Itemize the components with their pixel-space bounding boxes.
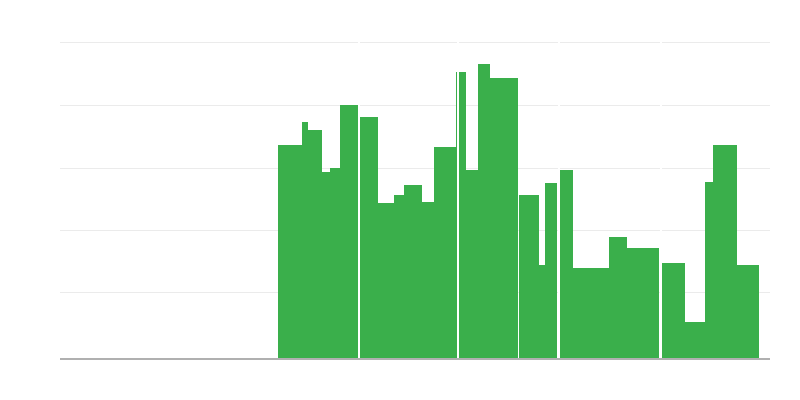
bar[interactable]: [308, 130, 322, 358]
bar[interactable]: [394, 195, 404, 358]
bar[interactable]: [559, 170, 573, 358]
bar[interactable]: [330, 168, 340, 358]
bar[interactable]: [490, 78, 518, 358]
group-separator-3: [660, 0, 662, 358]
bar[interactable]: [278, 145, 302, 358]
bar[interactable]: [456, 72, 466, 358]
bar[interactable]: [478, 64, 490, 358]
bar[interactable]: [587, 268, 609, 358]
bar[interactable]: [322, 172, 330, 358]
bar[interactable]: [422, 202, 434, 358]
bar[interactable]: [645, 248, 659, 358]
bar[interactable]: [685, 322, 705, 358]
bar[interactable]: [519, 195, 539, 358]
bar[interactable]: [466, 170, 478, 358]
group-separator-0: [358, 0, 360, 358]
bar[interactable]: [404, 185, 422, 358]
x-axis-line: [60, 358, 770, 360]
bar[interactable]: [360, 117, 378, 358]
bar[interactable]: [737, 265, 759, 358]
bar[interactable]: [545, 183, 557, 358]
gridline-1: [60, 105, 770, 106]
bar[interactable]: [378, 203, 394, 358]
group-separator-1: [457, 0, 459, 358]
gridline-2: [60, 168, 770, 169]
bar[interactable]: [713, 145, 737, 358]
bar[interactable]: [627, 248, 645, 358]
bar[interactable]: [661, 263, 685, 358]
bar[interactable]: [302, 122, 308, 358]
bar[interactable]: [539, 265, 545, 358]
bar[interactable]: [609, 237, 627, 358]
bar[interactable]: [573, 268, 587, 358]
bar[interactable]: [434, 147, 456, 358]
bar[interactable]: [705, 182, 713, 358]
bar[interactable]: [340, 105, 358, 358]
group-separator-2: [558, 0, 560, 358]
gridline-0: [60, 42, 770, 43]
